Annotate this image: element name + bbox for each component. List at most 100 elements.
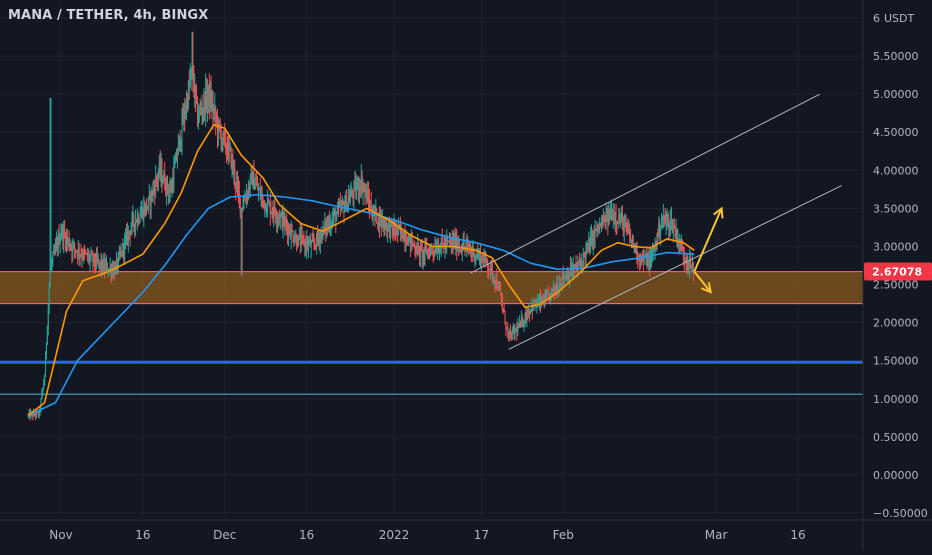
- ema-long-line[interactable]: [27, 193, 695, 417]
- candle-body: [222, 131, 224, 141]
- candle-body: [668, 218, 670, 230]
- channel-lower-line[interactable]: [508, 185, 842, 350]
- candle-body: [525, 313, 527, 321]
- candle-body: [227, 143, 229, 157]
- candle-body: [105, 265, 107, 271]
- candle-body: [330, 225, 332, 227]
- candle-body: [257, 189, 259, 191]
- candle-body: [646, 254, 648, 267]
- candle-body: [245, 199, 247, 201]
- candle-body: [119, 252, 121, 255]
- candle-body: [348, 197, 350, 203]
- ema-short-line[interactable]: [27, 123, 695, 417]
- candle-body: [231, 158, 233, 168]
- candle-body: [563, 276, 565, 280]
- candle-body: [295, 236, 297, 240]
- candle-body: [477, 253, 479, 258]
- candle-body: [173, 167, 175, 187]
- candle-body: [321, 231, 323, 240]
- candle-body: [247, 193, 249, 197]
- candle-body: [114, 267, 116, 275]
- candle-body: [68, 238, 70, 247]
- candle-body: [669, 227, 671, 230]
- candle-body: [562, 273, 564, 280]
- candle-body: [326, 223, 328, 232]
- candle-body: [34, 412, 36, 415]
- current-price-tag[interactable]: 2.67078: [864, 262, 932, 281]
- arrow-head: [701, 282, 712, 294]
- candle-body: [254, 186, 256, 190]
- candle-body: [189, 78, 191, 86]
- candle-body: [499, 284, 501, 291]
- candle-body: [437, 247, 439, 252]
- candle-body: [234, 168, 236, 183]
- resistance-zone[interactable]: [0, 271, 863, 304]
- candle-body: [347, 202, 349, 211]
- candle-body: [683, 256, 685, 261]
- candle-body: [539, 298, 541, 302]
- candle-body: [482, 260, 484, 264]
- candle-body: [407, 243, 409, 246]
- x-tick-label: 16: [135, 528, 150, 542]
- candle-body: [404, 233, 406, 243]
- candle-body: [327, 223, 329, 227]
- candle-body: [596, 224, 598, 232]
- candle-body: [317, 233, 319, 239]
- candle-body: [670, 220, 672, 228]
- candle-body: [65, 234, 67, 245]
- forecast-arrow-down[interactable]: [693, 270, 712, 294]
- candle-body: [150, 191, 152, 207]
- forecast-arrow-up[interactable]: [693, 206, 724, 272]
- candle-body: [661, 221, 663, 229]
- candle-body: [309, 240, 311, 248]
- candle-body: [611, 211, 613, 220]
- candle-body: [493, 276, 495, 282]
- candle-body: [533, 302, 535, 307]
- candle-body: [132, 215, 134, 217]
- candle-body: [52, 253, 54, 261]
- candle-body: [378, 213, 380, 224]
- candle-body: [453, 237, 455, 246]
- y-tick-label: 2.50000: [873, 279, 919, 292]
- y-tick-label: 2.00000: [873, 317, 919, 330]
- candle-body: [78, 247, 80, 256]
- candle-body: [635, 244, 637, 253]
- candle-body: [42, 387, 44, 393]
- candle-body: [331, 218, 333, 226]
- candle-body: [333, 212, 335, 219]
- candle-body: [287, 227, 289, 235]
- candle-body: [182, 117, 184, 124]
- candle-body: [406, 240, 408, 244]
- candle-body: [560, 282, 562, 286]
- channel-upper-line[interactable]: [470, 93, 821, 274]
- candle-body: [454, 237, 456, 248]
- candle-body: [79, 254, 81, 256]
- candle-body: [602, 217, 604, 226]
- candle-body: [145, 203, 147, 214]
- candle-body: [272, 212, 274, 215]
- candle-body: [70, 246, 72, 248]
- candle-body: [430, 247, 432, 249]
- candle-body: [605, 214, 607, 227]
- candle-body: [148, 194, 150, 198]
- candle-body: [90, 253, 92, 258]
- candle-body: [512, 328, 514, 331]
- candle-body: [472, 247, 474, 254]
- candle-body: [147, 197, 149, 207]
- candle-body: [509, 332, 511, 336]
- candle-body: [244, 199, 246, 201]
- candle-body: [351, 190, 353, 195]
- candle-body: [299, 234, 301, 245]
- candle-body: [408, 237, 410, 246]
- candle-body: [40, 399, 42, 410]
- candle-body: [417, 244, 419, 254]
- candle-body: [557, 284, 559, 291]
- candle-body: [226, 149, 228, 151]
- candle-body: [161, 166, 163, 183]
- candle-body: [462, 242, 464, 250]
- candle-body: [374, 208, 376, 215]
- candle-body: [354, 182, 356, 185]
- candle-body: [415, 250, 417, 253]
